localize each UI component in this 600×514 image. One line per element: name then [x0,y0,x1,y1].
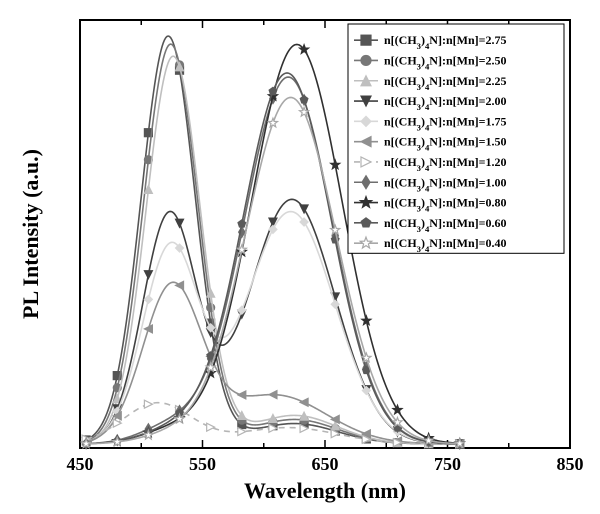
marker-triangle-right-open [207,423,215,431]
marker-circle-filled [361,55,371,65]
marker-triangle-left-filled [144,325,152,333]
x-tick-label: 750 [434,454,461,474]
marker-triangle-left-filled [269,391,277,399]
marker-star-filled [393,405,402,414]
x-axis-label: Wavelength (nm) [244,478,406,503]
pl-spectrum-chart: 450 550 650 750 850 Wavelength (nm) PL Intensi… [0,0,600,514]
marker-triangle-left-filled [238,391,246,399]
marker-triangle-down-filled [176,219,184,227]
x-tick-label: 650 [312,454,339,474]
marker-pentagon-filled [300,96,308,103]
chart-container: 450 550 650 750 850 Wavelength (nm) PL Intensi… [0,0,600,514]
marker-triangle-down-filled [300,205,308,213]
marker-triangle-down-filled [144,271,152,279]
marker-star-filled [331,160,340,169]
marker-star-filled [362,316,371,325]
marker-diamond-filled [144,295,152,303]
legend: n[(CH3)4N]:n[Mn]=2.75n[(CH3)4N]:n[Mn]=2.… [348,24,564,254]
x-tick-label: 850 [557,454,584,474]
marker-triangle-left-filled [300,398,308,406]
marker-triangle-right-open [113,419,121,427]
marker-diamond-filled [269,225,277,233]
x-tick-label: 550 [189,454,216,474]
marker-square-filled [361,35,371,45]
x-tick-label: 450 [67,454,94,474]
marker-triangle-right-open [144,400,152,408]
y-axis-label: PL Intensity (a.u.) [18,149,43,319]
marker-star-open [268,118,277,127]
